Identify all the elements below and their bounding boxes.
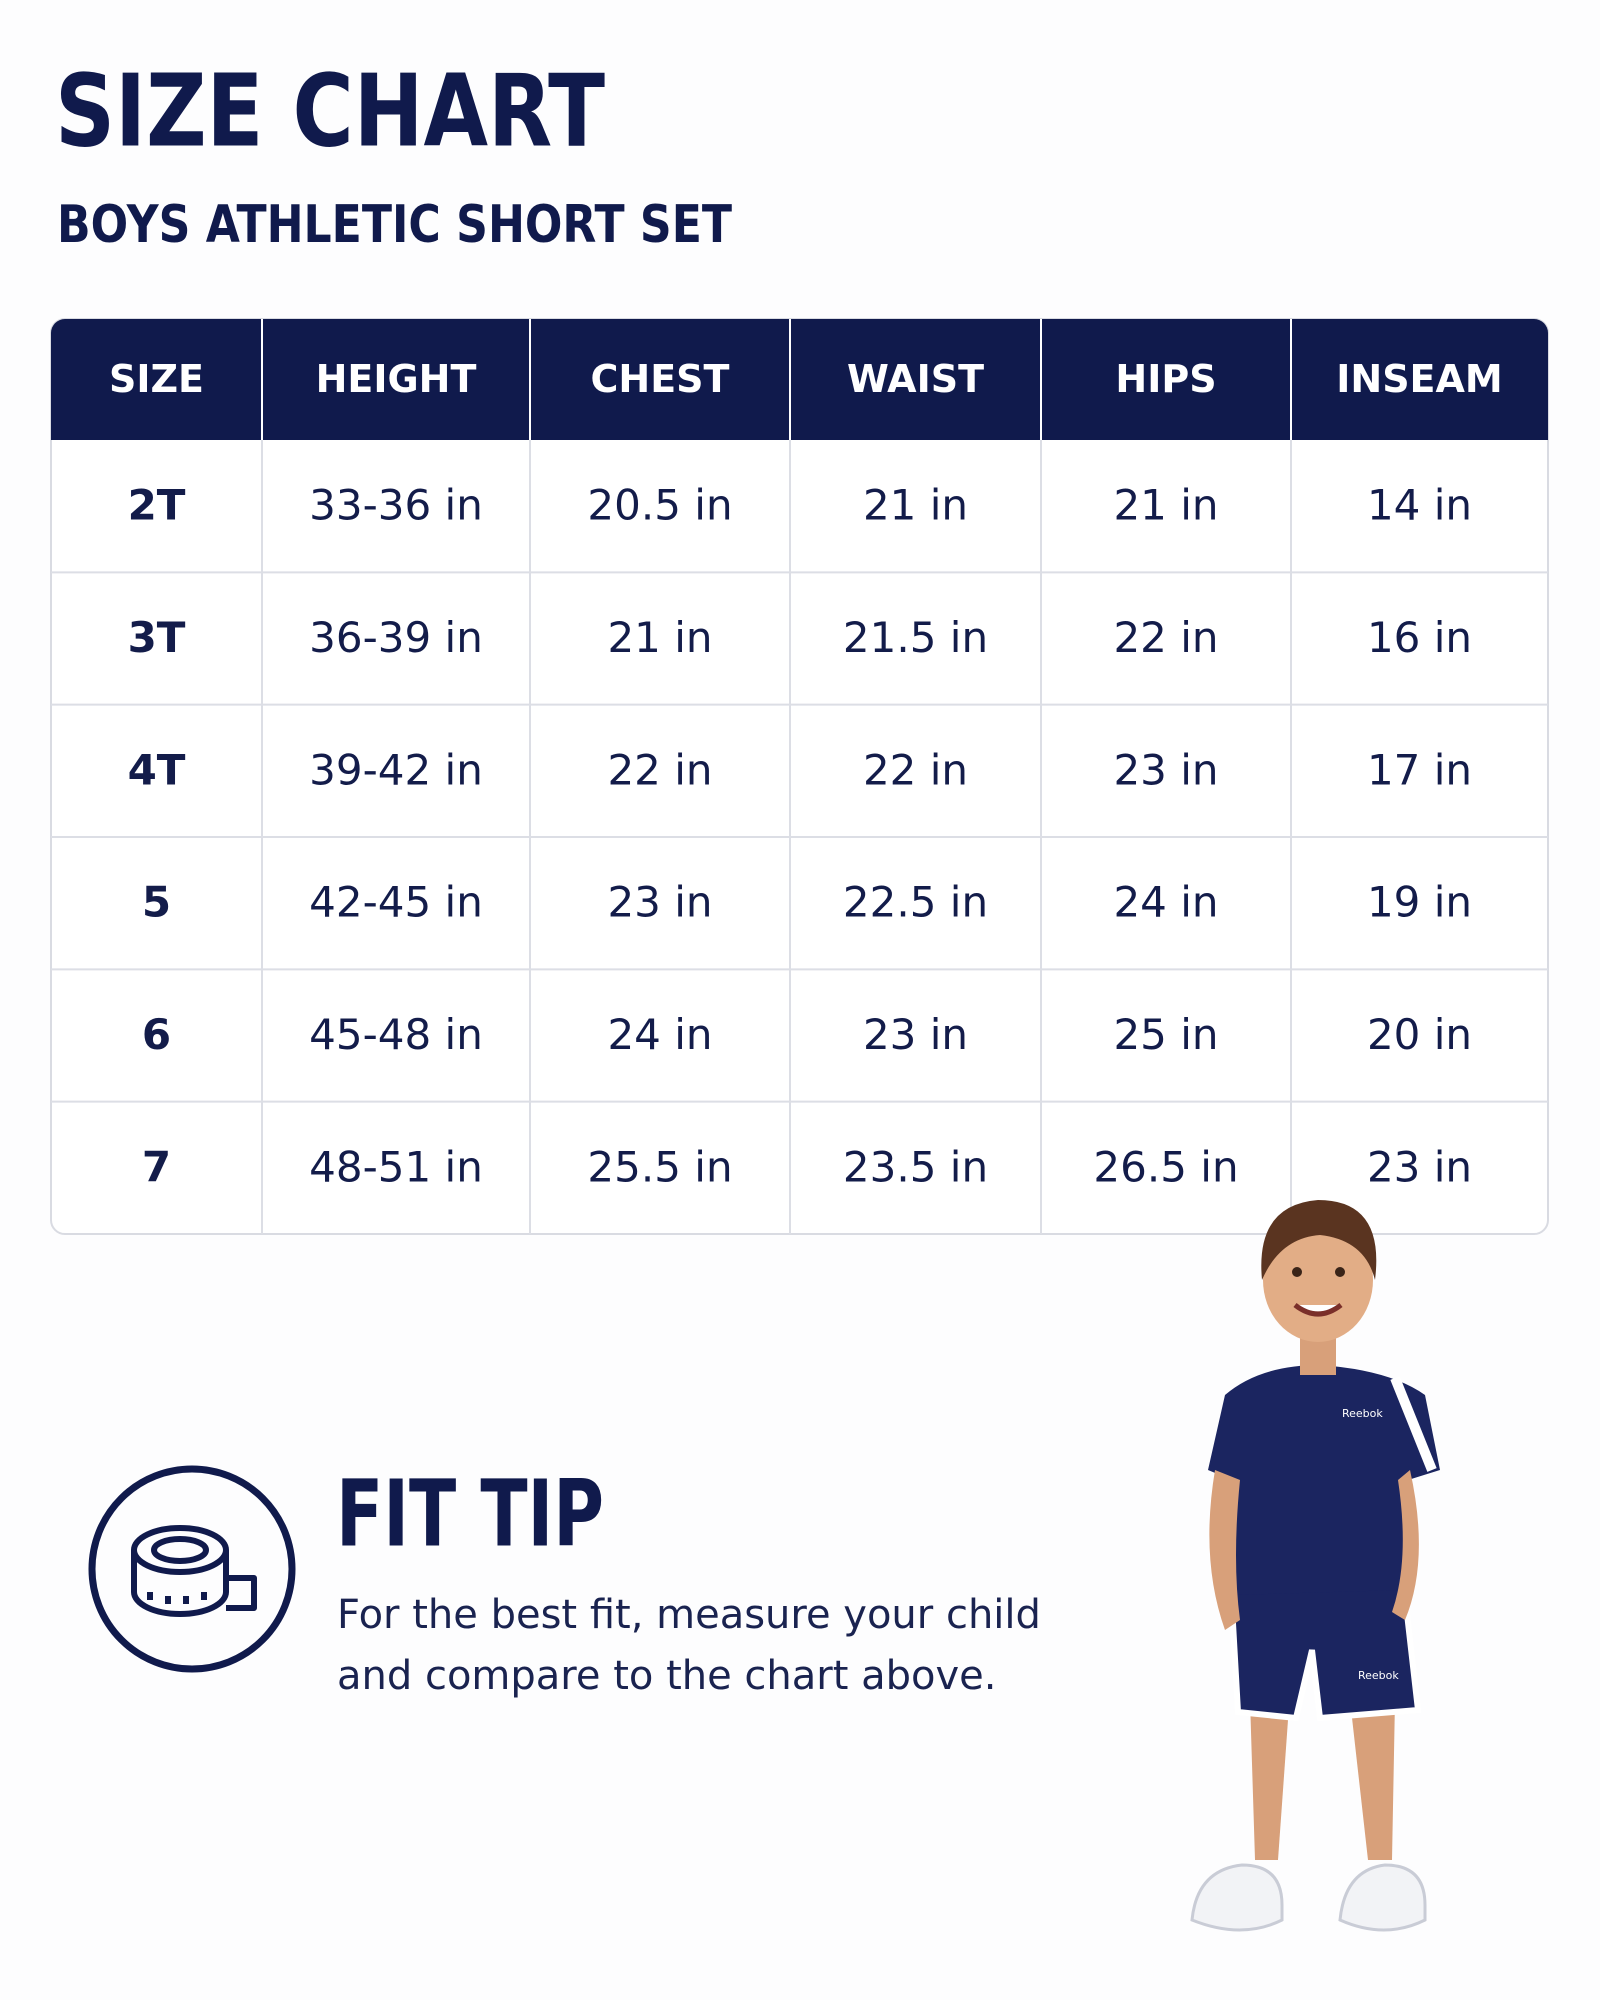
measure-cell: 19 in bbox=[1367, 878, 1472, 927]
measure-cell: 23 in bbox=[1367, 1142, 1472, 1191]
measure-cell: 22 in bbox=[863, 745, 968, 794]
tape-icon bbox=[131, 1525, 257, 1617]
measure-cell: 39-42 in bbox=[309, 745, 483, 794]
measure-cell: 22.5 in bbox=[843, 878, 988, 927]
size-cell: 4T bbox=[128, 745, 186, 794]
measure-cell: 21.5 in bbox=[843, 613, 988, 662]
size-cell: 7 bbox=[142, 1142, 171, 1191]
measure-cell: 25.5 in bbox=[587, 1142, 732, 1191]
measure-cell: 25 in bbox=[1113, 1010, 1218, 1059]
column-header: HEIGHT bbox=[316, 357, 477, 401]
measure-cell: 23 in bbox=[863, 1010, 968, 1059]
measure-cell: 22 in bbox=[607, 745, 712, 794]
tape-icon-ring bbox=[88, 1465, 296, 1673]
measure-cell: 24 in bbox=[1113, 878, 1218, 927]
title: SIZE CHART bbox=[55, 52, 605, 169]
measure-cell: 23 in bbox=[1113, 745, 1218, 794]
measure-cell: 45-48 in bbox=[309, 1010, 483, 1059]
measure-cell: 23.5 in bbox=[843, 1142, 988, 1191]
measure-cell: 33-36 in bbox=[309, 481, 483, 530]
measure-cell: 24 in bbox=[607, 1010, 712, 1059]
column-header: SIZE bbox=[109, 357, 204, 401]
column-header: INSEAM bbox=[1336, 357, 1503, 401]
shorts-logo: Reebok bbox=[1358, 1669, 1399, 1682]
subtitle: BOYS ATHLETIC SHORT SET bbox=[57, 195, 732, 255]
fit-tip: FIT TIP For the best fit, measure your c… bbox=[88, 1460, 1041, 1699]
fit-tip-line: and compare to the chart above. bbox=[337, 1653, 997, 1699]
fit-tip-title: FIT TIP bbox=[336, 1460, 604, 1567]
measure-cell: 36-39 in bbox=[309, 613, 483, 662]
column-header: HIPS bbox=[1115, 357, 1216, 401]
measure-cell: 21 in bbox=[863, 481, 968, 530]
column-header: WAIST bbox=[847, 357, 984, 401]
size-cell: 2T bbox=[128, 481, 186, 530]
measure-cell: 48-51 in bbox=[309, 1142, 483, 1191]
size-cell: 5 bbox=[142, 878, 171, 927]
size-cell: 6 bbox=[142, 1010, 171, 1059]
measure-cell: 42-45 in bbox=[309, 878, 483, 927]
measure-cell: 14 in bbox=[1367, 481, 1472, 530]
table-header-bg bbox=[51, 319, 1548, 440]
size-table: SIZE HEIGHT CHEST WAIST HIPS INSEAM 2T 33-36 in… bbox=[50, 318, 1549, 1235]
measure-cell: 17 in bbox=[1367, 745, 1472, 794]
measure-cell: 26.5 in bbox=[1093, 1142, 1238, 1191]
table-frame bbox=[50, 318, 1549, 1235]
measure-cell: 21 in bbox=[607, 613, 712, 662]
measure-cell: 20 in bbox=[1367, 1010, 1472, 1059]
shirt-logo: Reebok bbox=[1342, 1407, 1383, 1420]
measure-cell: 22 in bbox=[1113, 613, 1218, 662]
measure-cell: 20.5 in bbox=[587, 481, 732, 530]
measure-cell: 21 in bbox=[1113, 481, 1218, 530]
measure-cell: 16 in bbox=[1367, 613, 1472, 662]
fit-tip-line: For the best fit, measure your child bbox=[337, 1592, 1041, 1638]
column-header: CHEST bbox=[591, 357, 730, 401]
measure-cell: 23 in bbox=[607, 878, 712, 927]
model-illustration: Reebok Reebok bbox=[1190, 1200, 1440, 1932]
size-cell: 3T bbox=[128, 613, 186, 662]
